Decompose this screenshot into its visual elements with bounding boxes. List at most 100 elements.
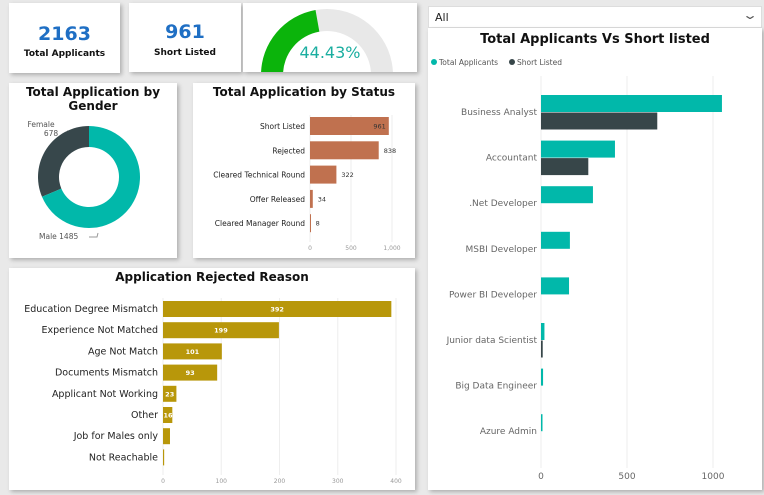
x-tick-label: 200	[274, 478, 286, 485]
gender-title: Total Application by Gender	[25, 85, 161, 113]
data-label: 961	[373, 123, 385, 131]
gender-card: Total Application by Gender Female 678 M…	[9, 83, 177, 258]
kpi-label: Total Applicants	[23, 49, 106, 59]
x-tick-label: 300	[332, 478, 344, 485]
donut-slice-female	[38, 126, 89, 197]
category-label: Age Not Match	[88, 346, 158, 357]
data-label: 392	[270, 306, 284, 314]
category-label: Business Analyst	[461, 108, 537, 118]
kpi-value: 2163	[38, 23, 91, 45]
bar-total-applicants	[541, 323, 545, 340]
bar	[163, 407, 173, 423]
x-tick-label: 1000	[702, 472, 725, 482]
bar-total-applicants	[541, 140, 615, 158]
x-tick-label: 500	[618, 472, 635, 482]
kpi-value: 961	[165, 21, 205, 43]
category-label: .Net Developer	[469, 199, 537, 209]
male-label: Male 1485	[39, 232, 78, 241]
bar	[163, 322, 279, 339]
bar	[163, 301, 392, 317]
category-label: Cleared Manager Round	[215, 219, 305, 228]
legend-short-label: Short Listed	[517, 58, 562, 67]
bar	[310, 165, 337, 184]
category-label: Rejected	[272, 146, 305, 155]
category-label: Education Degree Mismatch	[24, 304, 158, 315]
gauge-value: 44.43%	[299, 43, 361, 62]
bar-total-applicants	[541, 231, 570, 249]
data-label: 93	[186, 369, 195, 377]
bar-short-listed	[541, 112, 658, 130]
bar	[310, 214, 311, 233]
data-label: 199	[214, 327, 228, 335]
female-label: Female	[27, 120, 55, 129]
x-tick-label: 400	[390, 478, 402, 485]
category-label: Accountant	[486, 154, 538, 164]
x-tick-label: 0	[308, 245, 312, 252]
x-tick-label: 100	[216, 478, 228, 485]
gender-donut: Female 678 Male 1485	[27, 120, 140, 241]
data-label: 8	[316, 220, 320, 228]
data-label: 16	[163, 412, 173, 420]
data-label: 322	[341, 171, 353, 179]
status-title: Total Application by Status	[212, 85, 396, 99]
data-label: 101	[186, 348, 200, 356]
rejected-chart: 0 100 200 300 400 Education Degree Mismatch 39…	[24, 298, 402, 485]
gauge-fill	[261, 10, 320, 72]
data-label: 838	[384, 147, 396, 155]
data-label: 34	[318, 195, 326, 203]
bar	[163, 343, 222, 360]
legend-total-marker	[431, 59, 437, 65]
gauge-card: 44.43%	[243, 3, 417, 72]
x-tick-label: 0	[538, 472, 544, 482]
applicants-vs-shortlisted-chart: Total Applicants Short Listed 0 500 1000 Bu…	[431, 58, 725, 482]
chevron-down-icon[interactable]: ⌄	[741, 8, 759, 22]
applicants-vs-shortlisted-card: Total Applicants Vs Short listed Total A…	[428, 28, 762, 490]
category-label: Short Listed	[260, 122, 305, 131]
legend-total-label: Total Applicants	[438, 58, 498, 67]
rejected-card: Application Rejected Reason 0 100 200 300 40…	[9, 268, 415, 490]
category-label: Not Reachable	[89, 452, 158, 463]
category-label: Applicant Not Working	[52, 389, 158, 400]
category-label: Junior data Scientist	[446, 336, 538, 346]
data-label: 23	[165, 390, 174, 398]
kpi-short-listed: 961 Short Listed	[129, 3, 241, 72]
chart-title: Total Applicants Vs Short listed	[480, 32, 710, 47]
rejected-title: Application Rejected Reason	[115, 270, 309, 284]
legend-short-marker	[509, 59, 515, 65]
kpi-total-applicants: 2163 Total Applicants	[9, 3, 120, 73]
bar	[163, 449, 165, 466]
bar-total-applicants	[541, 277, 570, 295]
kpi-label: Short Listed	[154, 48, 216, 58]
category-label: Big Data Engineer	[455, 382, 537, 392]
bar	[310, 189, 313, 208]
status-chart: 0 500 1,000 Short Listed 961 Rejected 838 Clear…	[213, 115, 401, 252]
category-label: MSBI Developer	[466, 245, 538, 255]
bar-total-applicants	[541, 368, 544, 386]
bar	[310, 117, 389, 135]
category-label: Experience Not Matched	[41, 325, 158, 336]
category-label: Power BI Developer	[449, 290, 537, 300]
donut-slice-male	[41, 126, 140, 229]
bar-total-applicants	[541, 95, 722, 112]
bar-short-listed	[541, 340, 543, 358]
female-value: 678	[44, 129, 59, 138]
bar	[310, 141, 379, 160]
category-label: Other	[131, 410, 158, 421]
x-tick-label: 1,000	[383, 245, 400, 252]
slicer-value: All	[435, 11, 449, 24]
male-leader-line	[89, 232, 99, 238]
status-card: Total Application by Status 0 500 1,000 Sho…	[193, 83, 415, 258]
category-label: Cleared Technical Round	[213, 171, 305, 180]
bar-total-applicants	[541, 414, 543, 432]
x-tick-label: 0	[161, 478, 165, 485]
bar	[163, 385, 177, 402]
bar	[163, 428, 170, 445]
bar-total-applicants	[541, 186, 593, 204]
category-label: Documents Mismatch	[55, 368, 158, 379]
x-tick-label: 500	[345, 245, 357, 252]
role-slicer[interactable]: All ⌄	[428, 6, 762, 28]
bar	[163, 364, 218, 381]
category-label: Job for Males only	[73, 431, 159, 442]
bar-short-listed	[541, 158, 589, 176]
gauge	[261, 9, 393, 72]
